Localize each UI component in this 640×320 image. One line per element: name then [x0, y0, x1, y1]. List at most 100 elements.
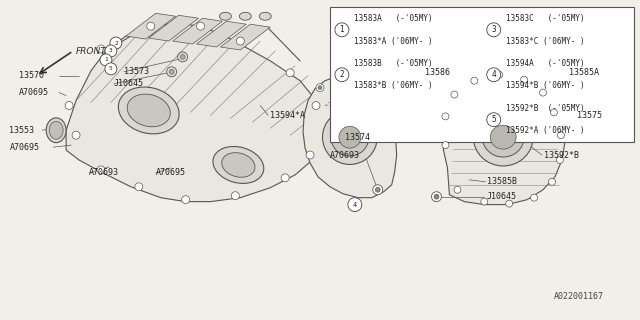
Circle shape — [542, 92, 556, 106]
Text: 4: 4 — [492, 70, 496, 79]
Ellipse shape — [490, 125, 516, 149]
Text: 13573: 13573 — [124, 67, 149, 76]
Text: 13592*B: 13592*B — [544, 150, 579, 160]
Ellipse shape — [49, 121, 63, 139]
Ellipse shape — [46, 118, 66, 143]
Polygon shape — [148, 15, 198, 41]
Ellipse shape — [419, 45, 436, 61]
Circle shape — [166, 67, 177, 77]
Text: 13570: 13570 — [19, 71, 44, 80]
Text: 13583*B ('06MY- ): 13583*B ('06MY- ) — [354, 82, 433, 91]
Polygon shape — [220, 24, 270, 50]
Circle shape — [196, 22, 205, 30]
Text: FRONT: FRONT — [76, 47, 107, 56]
Circle shape — [97, 166, 105, 174]
Circle shape — [286, 69, 294, 77]
Polygon shape — [173, 18, 223, 44]
Text: 3: 3 — [492, 25, 496, 34]
Circle shape — [105, 63, 117, 75]
Text: 13585A: 13585A — [569, 68, 599, 77]
Text: A70693: A70693 — [89, 168, 119, 177]
Polygon shape — [444, 75, 565, 204]
Polygon shape — [435, 67, 487, 97]
Circle shape — [236, 37, 244, 45]
Circle shape — [72, 131, 80, 139]
Polygon shape — [527, 73, 571, 124]
Text: J10645: J10645 — [486, 192, 516, 201]
Circle shape — [451, 91, 458, 98]
Circle shape — [487, 113, 500, 127]
Text: A70695: A70695 — [10, 143, 39, 152]
Text: 5: 5 — [492, 115, 496, 124]
Text: 3: 3 — [109, 48, 113, 53]
Text: 13586: 13586 — [424, 68, 449, 77]
Text: 13585B: 13585B — [487, 177, 517, 186]
Circle shape — [178, 52, 188, 62]
Circle shape — [431, 192, 442, 202]
Text: 13583A   (-'05MY): 13583A (-'05MY) — [354, 14, 433, 23]
Circle shape — [471, 77, 478, 84]
Text: A70695: A70695 — [19, 88, 49, 97]
Ellipse shape — [221, 153, 255, 177]
Polygon shape — [66, 23, 325, 202]
Circle shape — [105, 45, 117, 57]
Ellipse shape — [483, 117, 524, 157]
Text: 2: 2 — [114, 41, 118, 45]
Text: 13575: 13575 — [577, 111, 602, 120]
Circle shape — [487, 23, 500, 37]
Circle shape — [375, 187, 380, 192]
Ellipse shape — [118, 87, 179, 134]
Polygon shape — [303, 77, 397, 198]
Text: 13594A   (-'05MY): 13594A (-'05MY) — [506, 59, 584, 68]
Circle shape — [442, 113, 449, 120]
Circle shape — [481, 198, 488, 205]
Text: 1: 1 — [104, 57, 108, 62]
Circle shape — [182, 196, 189, 204]
Circle shape — [281, 174, 289, 182]
Text: A022001167: A022001167 — [554, 292, 604, 301]
Ellipse shape — [339, 126, 361, 148]
Circle shape — [540, 89, 547, 96]
Circle shape — [434, 194, 439, 199]
Circle shape — [335, 68, 349, 82]
Text: A70695: A70695 — [156, 168, 186, 177]
Text: 13583C   (-'05MY): 13583C (-'05MY) — [506, 14, 584, 23]
Text: J10645: J10645 — [114, 79, 144, 88]
Circle shape — [232, 192, 239, 200]
Circle shape — [557, 132, 564, 139]
Ellipse shape — [239, 12, 252, 20]
Circle shape — [520, 76, 527, 83]
Circle shape — [348, 198, 362, 212]
Ellipse shape — [474, 108, 533, 166]
Circle shape — [147, 22, 155, 30]
Text: 4: 4 — [353, 202, 357, 208]
Ellipse shape — [220, 12, 232, 20]
Circle shape — [65, 101, 73, 109]
Circle shape — [318, 86, 322, 90]
Text: 13594*A: 13594*A — [270, 111, 305, 120]
Circle shape — [506, 200, 513, 207]
Circle shape — [442, 142, 449, 148]
Circle shape — [135, 183, 143, 191]
Polygon shape — [126, 13, 175, 39]
Circle shape — [306, 151, 314, 159]
Ellipse shape — [213, 147, 264, 183]
Text: 13594*B ('06MY- ): 13594*B ('06MY- ) — [506, 82, 584, 91]
Circle shape — [180, 54, 185, 60]
Polygon shape — [196, 21, 246, 47]
Circle shape — [496, 71, 502, 78]
Text: A70693: A70693 — [330, 150, 360, 160]
Bar — [330, 7, 634, 142]
Ellipse shape — [331, 118, 369, 156]
Text: 2: 2 — [340, 70, 344, 79]
Text: 13592*B  (-'05MY): 13592*B (-'05MY) — [506, 104, 584, 113]
Ellipse shape — [127, 94, 170, 127]
Circle shape — [454, 186, 461, 193]
Text: 5: 5 — [109, 66, 113, 71]
Circle shape — [531, 194, 538, 201]
Circle shape — [312, 101, 320, 109]
Text: 13574: 13574 — [345, 133, 370, 142]
Text: 13553: 13553 — [10, 126, 35, 135]
Text: 13583*A ('06MY- ): 13583*A ('06MY- ) — [354, 36, 433, 45]
Circle shape — [548, 178, 556, 185]
